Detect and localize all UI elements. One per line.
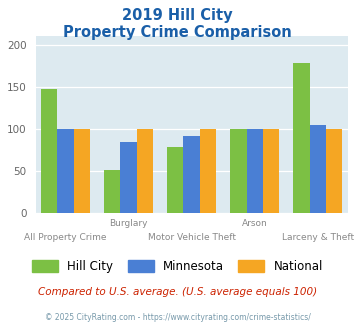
Text: Burglary: Burglary <box>109 219 148 228</box>
Text: Motor Vehicle Theft: Motor Vehicle Theft <box>148 233 236 242</box>
Bar <box>184 136 200 213</box>
Text: © 2025 CityRating.com - https://www.cityrating.com/crime-statistics/: © 2025 CityRating.com - https://www.city… <box>45 313 310 322</box>
Bar <box>326 129 343 213</box>
Bar <box>246 129 263 213</box>
Text: Larceny & Theft: Larceny & Theft <box>282 233 354 242</box>
Bar <box>263 129 279 213</box>
Bar <box>104 170 120 213</box>
Bar <box>41 89 58 213</box>
Bar <box>167 147 184 213</box>
Bar <box>200 129 216 213</box>
Text: Arson: Arson <box>242 219 268 228</box>
Text: Property Crime Comparison: Property Crime Comparison <box>63 25 292 40</box>
Bar <box>137 129 153 213</box>
Text: 2019 Hill City: 2019 Hill City <box>122 8 233 23</box>
Text: All Property Crime: All Property Crime <box>24 233 107 242</box>
Bar <box>293 63 310 213</box>
Bar <box>310 125 326 213</box>
Legend: Hill City, Minnesota, National: Hill City, Minnesota, National <box>27 255 328 278</box>
Text: Compared to U.S. average. (U.S. average equals 100): Compared to U.S. average. (U.S. average … <box>38 287 317 297</box>
Bar <box>230 129 246 213</box>
Bar <box>74 129 90 213</box>
Bar <box>58 129 74 213</box>
Bar <box>120 142 137 213</box>
